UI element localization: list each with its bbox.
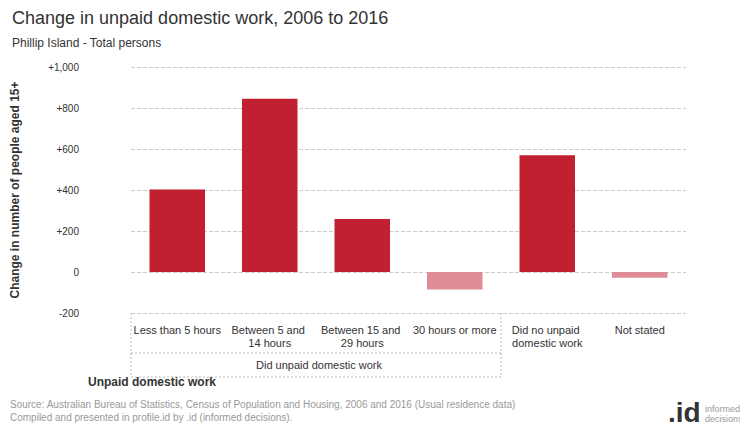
svg-text:Did unpaid domestic work: Did unpaid domestic work xyxy=(256,359,382,371)
svg-text:+600: +600 xyxy=(56,144,79,155)
svg-text:Less than 5 hours: Less than 5 hours xyxy=(134,324,222,336)
svg-text:+1,000: +1,000 xyxy=(48,62,79,73)
svg-text:informed: informed xyxy=(705,404,740,414)
svg-text:30 hours or more: 30 hours or more xyxy=(413,324,497,336)
svg-text:+400: +400 xyxy=(56,185,79,196)
svg-text:decisions: decisions xyxy=(705,414,740,424)
svg-text:.id: .id xyxy=(668,397,701,428)
svg-text:+200: +200 xyxy=(56,226,79,237)
svg-text:0: 0 xyxy=(73,267,79,278)
svg-text:Source: Australian Bureau of S: Source: Australian Bureau of Statistics,… xyxy=(10,399,515,410)
svg-text:Change in unpaid domestic work: Change in unpaid domestic work, 2006 to … xyxy=(12,8,388,28)
svg-text:14 hours: 14 hours xyxy=(248,337,291,349)
svg-text:Phillip Island - Total persons: Phillip Island - Total persons xyxy=(12,36,161,50)
svg-text:29 hours: 29 hours xyxy=(341,337,384,349)
svg-text:Did no unpaid: Did no unpaid xyxy=(512,324,583,336)
svg-text:Between 5 and: Between 5 and xyxy=(232,324,308,336)
svg-text:Compiled and presented in prof: Compiled and presented in profile.id by … xyxy=(10,412,292,423)
svg-text:Between 15 and: Between 15 and xyxy=(321,324,404,336)
svg-text:domestic work: domestic work xyxy=(512,337,583,349)
svg-text:Change in number of people age: Change in number of people aged 15+ xyxy=(8,81,22,298)
svg-text:Unpaid domestic work: Unpaid domestic work xyxy=(88,375,216,389)
svg-text:Not stated: Not stated xyxy=(615,324,665,336)
svg-text:-200: -200 xyxy=(59,308,79,319)
svg-text:+800: +800 xyxy=(56,103,79,114)
